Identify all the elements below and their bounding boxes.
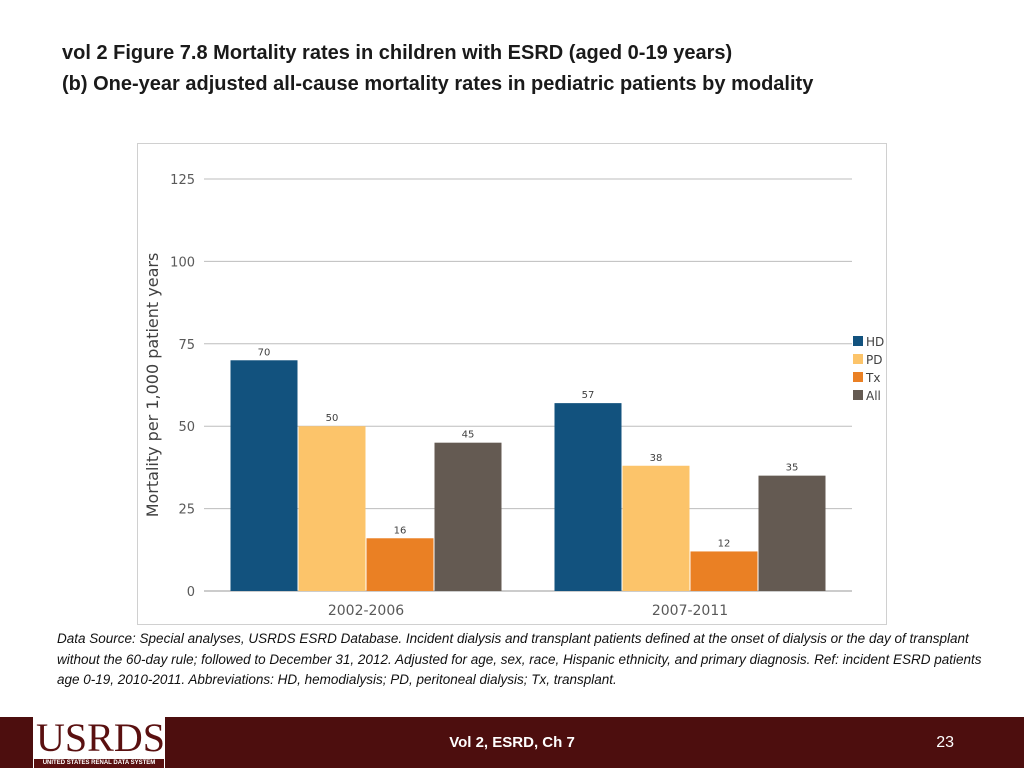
bar-hd-2002-2006 xyxy=(230,360,298,591)
y-tick-label: 50 xyxy=(178,420,195,435)
data-label: 12 xyxy=(718,538,731,549)
data-label: 50 xyxy=(326,413,339,424)
bar-pd-2002-2006 xyxy=(298,426,366,591)
footer-bar xyxy=(0,717,1024,768)
bar-hd-2007-2011 xyxy=(554,403,622,591)
page-number: 23 xyxy=(936,734,954,751)
data-label: 70 xyxy=(258,347,271,358)
data-label: 57 xyxy=(582,390,595,401)
footer-center-text: Vol 2, ESRD, Ch 7 xyxy=(449,734,575,751)
legend-swatch-tx xyxy=(853,372,863,382)
data-label: 35 xyxy=(786,463,799,474)
legend-swatch-all xyxy=(853,390,863,400)
legend-label-all: All xyxy=(866,389,881,403)
bar-all-2002-2006 xyxy=(434,442,502,591)
y-tick-label: 125 xyxy=(170,173,195,188)
bar-tx-2002-2006 xyxy=(366,538,434,591)
data-source-note: Data Source: Special analyses, USRDS ESR… xyxy=(57,631,982,687)
legend-label-pd: PD xyxy=(866,353,882,367)
y-tick-label: 75 xyxy=(178,338,195,353)
logo-text: USRDS xyxy=(36,715,165,760)
x-category-label: 2002-2006 xyxy=(328,603,404,619)
bar-chart: 0 25 50 75 100 125 Mortality per 1,000 patient… xyxy=(143,173,884,619)
legend-label-hd: HD xyxy=(866,335,884,349)
slide-title: vol 2 Figure 7.8 Mortality rates in chil… xyxy=(62,38,1002,100)
title-line-2: (b) One-year adjusted all-cause mortalit… xyxy=(62,73,814,95)
legend-label-tx: Tx xyxy=(865,371,880,385)
bar-tx-2007-2011 xyxy=(690,551,758,591)
chart-container: 0 25 50 75 100 125 Mortality per 1,000 patient… xyxy=(137,143,887,625)
bar-all-2007-2011 xyxy=(758,475,826,591)
y-axis-label: Mortality per 1,000 patient years xyxy=(143,253,162,518)
legend-swatch-hd xyxy=(853,336,863,346)
data-label: 16 xyxy=(394,525,407,536)
data-label: 38 xyxy=(650,453,663,464)
x-category-label: 2007-2011 xyxy=(652,603,728,619)
logo-subtitle: UNITED STATES RENAL DATA SYSTEM xyxy=(34,759,164,768)
y-tick-label: 25 xyxy=(178,503,195,518)
usrds-logo: USRDS UNITED STATES RENAL DATA SYSTEM xyxy=(33,713,165,768)
y-tick-label: 100 xyxy=(170,255,195,270)
legend-swatch-pd xyxy=(853,354,863,364)
data-label: 45 xyxy=(462,430,475,441)
bar-pd-2007-2011 xyxy=(622,465,690,591)
title-line-1: vol 2 Figure 7.8 Mortality rates in chil… xyxy=(62,42,733,64)
y-tick-label: 0 xyxy=(187,585,195,600)
